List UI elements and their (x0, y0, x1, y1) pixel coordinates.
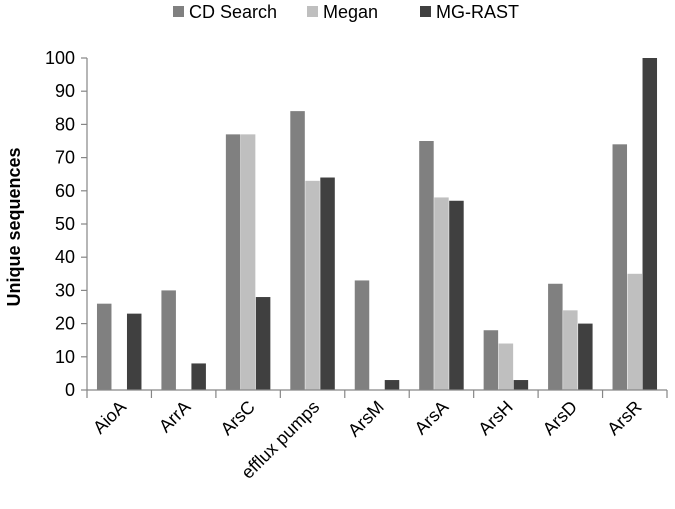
bar-cd-search (483, 330, 499, 390)
legend-label: Megan (323, 2, 378, 22)
y-tick-label: 80 (55, 114, 75, 134)
y-tick-label: 100 (45, 48, 75, 68)
bar-cd-search (290, 111, 305, 391)
bar-mg-rast (191, 363, 206, 390)
plot-area (96, 58, 658, 391)
bar-mg-rast (578, 323, 593, 390)
x-tick-label: ArsR (603, 397, 645, 439)
bar-cd-search (225, 134, 241, 390)
legend-label: CD Search (189, 2, 277, 22)
bar-mg-rast (642, 58, 658, 390)
bar-megan (498, 343, 514, 390)
x-tick-label: ArrA (155, 397, 195, 437)
bar-mg-rast (126, 313, 142, 390)
x-tick-label: AioA (89, 397, 130, 438)
legend-swatch (307, 6, 318, 17)
y-axis: 0 10 20 30 40 50 60 70 80 90 100 (45, 48, 88, 400)
x-tick-label: ArsD (539, 397, 581, 439)
bar-megan (434, 197, 449, 390)
legend-label: MG-RAST (436, 2, 519, 22)
bar-cd-search (419, 141, 434, 390)
bar-mg-rast (513, 380, 529, 390)
y-tick-label: 20 (55, 314, 75, 334)
bar-mg-rast (384, 380, 400, 390)
y-tick-label: 70 (55, 148, 75, 168)
bar-cd-search (96, 303, 112, 390)
legend-swatch (420, 6, 431, 17)
bar-mg-rast (320, 177, 335, 390)
y-tick-label: 10 (55, 347, 75, 367)
legend: CD Search Megan MG-RAST (173, 2, 519, 22)
y-axis-label: Unique sequences (4, 147, 24, 306)
bar-megan (305, 180, 320, 390)
bar-cd-search (354, 280, 370, 390)
legend-swatch (173, 6, 184, 17)
y-tick-label: 0 (65, 380, 75, 400)
y-tick-label: 60 (55, 181, 75, 201)
bar-cd-search (548, 283, 563, 390)
bar-megan (627, 273, 643, 390)
bar-cd-search (612, 144, 628, 390)
x-tick-label: ArsH (474, 397, 516, 439)
y-tick-label: 50 (55, 214, 75, 234)
x-tick-label: ArsM (344, 397, 388, 441)
bar-mg-rast (255, 297, 271, 390)
x-tick-label: ArsA (411, 397, 453, 439)
bar-megan (240, 134, 256, 390)
x-tick-label: ArsC (217, 397, 259, 439)
bar-mg-rast (449, 200, 464, 390)
bar-cd-search (161, 290, 176, 390)
y-tick-label: 40 (55, 247, 75, 267)
y-tick-label: 30 (55, 280, 75, 300)
bar-megan (563, 310, 578, 390)
y-tick-label: 90 (55, 81, 75, 101)
